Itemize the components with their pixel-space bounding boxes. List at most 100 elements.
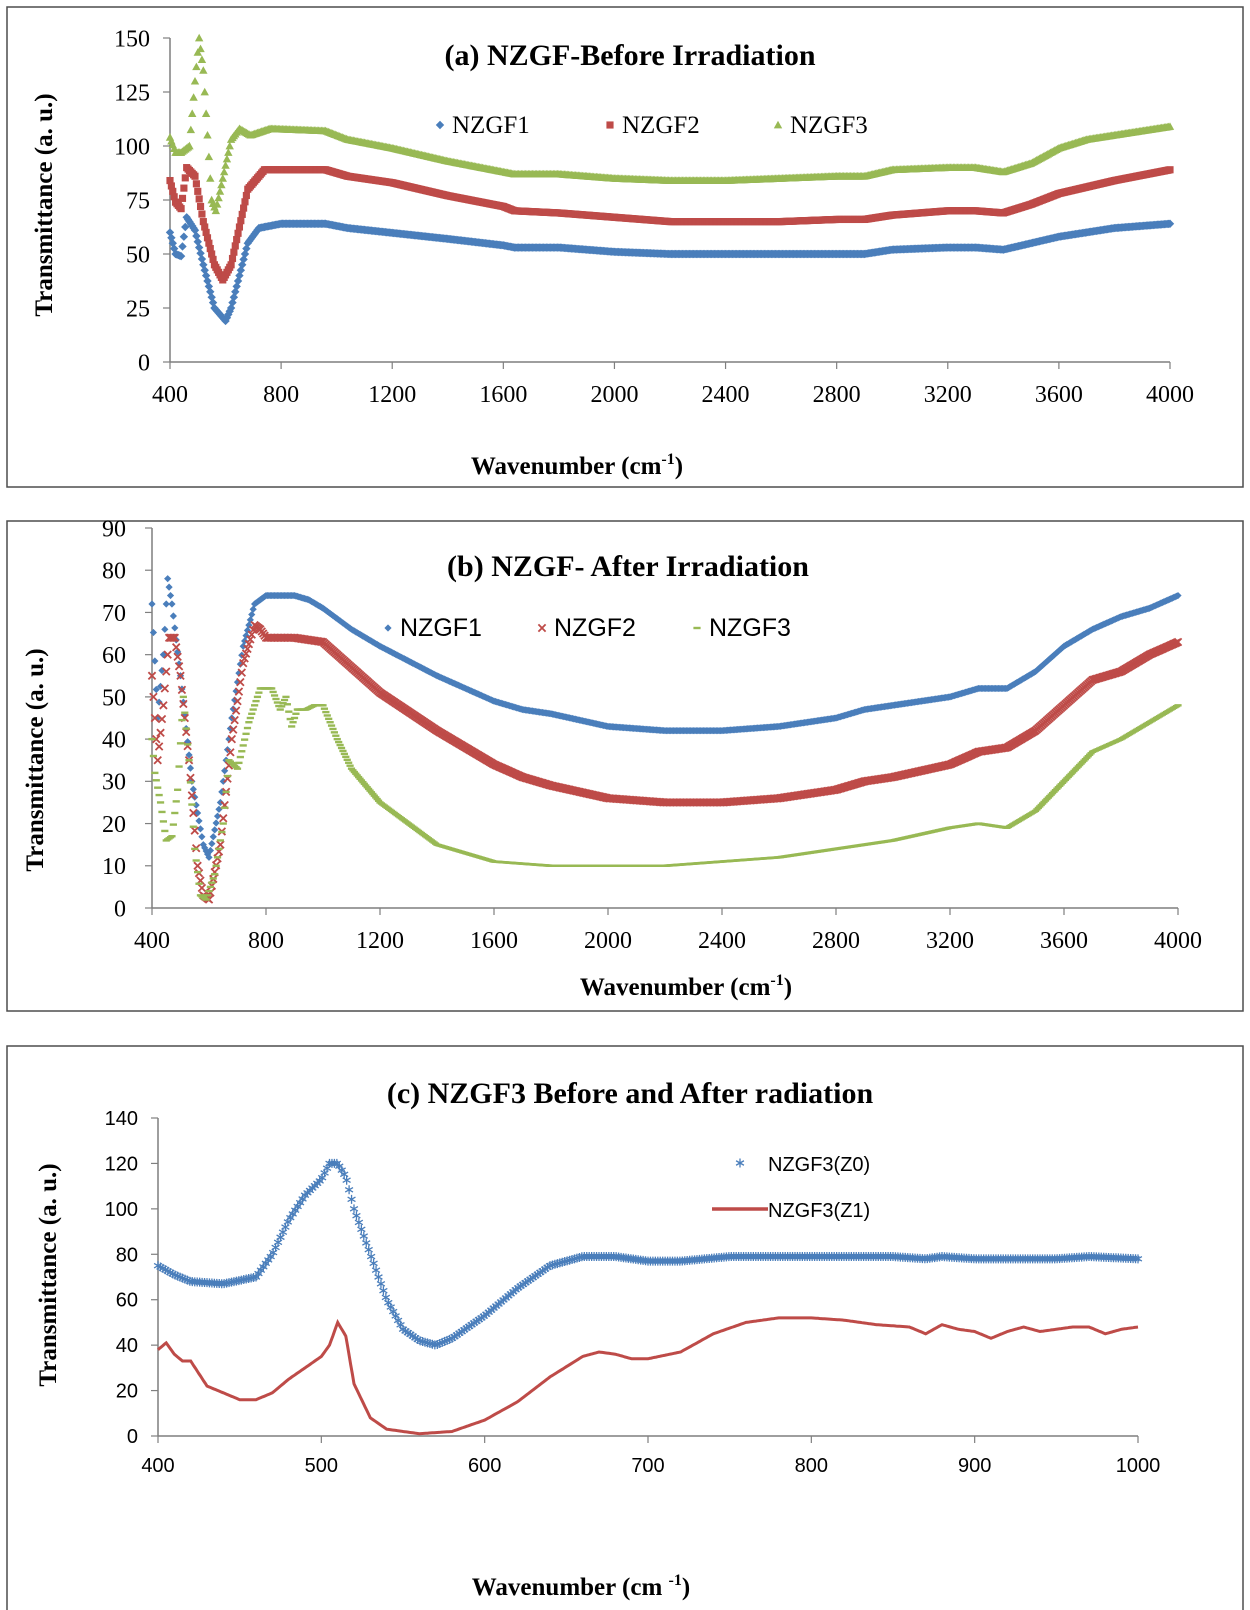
series-NZGF3 xyxy=(148,687,1182,901)
legend-swatch xyxy=(384,624,392,632)
data-point xyxy=(236,660,244,668)
x-tick-label: 800 xyxy=(263,382,299,408)
data-point xyxy=(163,650,172,659)
data-point xyxy=(226,724,234,733)
data-point xyxy=(152,685,160,694)
data-point xyxy=(230,715,239,725)
data-point xyxy=(344,1185,354,1195)
x-tick-label: 4000 xyxy=(1154,928,1202,954)
data-point xyxy=(249,605,257,613)
series-NZGF3(Z1) xyxy=(157,1316,1139,1436)
data-point xyxy=(342,1175,351,1185)
data-point xyxy=(169,187,177,195)
data-point xyxy=(197,55,207,63)
data-point xyxy=(206,846,215,855)
data-point xyxy=(241,649,251,658)
y-tick-label: 0 xyxy=(114,896,126,922)
data-point xyxy=(222,154,232,163)
data-point xyxy=(227,734,237,744)
data-point xyxy=(198,833,206,841)
data-point xyxy=(188,109,197,117)
data-point xyxy=(185,751,193,759)
data-point xyxy=(147,671,157,681)
data-point xyxy=(237,668,247,677)
data-point xyxy=(160,684,170,693)
data-point xyxy=(362,1238,371,1248)
data-point xyxy=(205,853,213,861)
data-point xyxy=(168,600,176,608)
panel-b-title: (b) NZGF- After Irradiation xyxy=(447,550,809,583)
data-point xyxy=(169,612,177,620)
y-tick-label: 75 xyxy=(126,188,150,214)
data-point xyxy=(211,206,221,215)
series-NZGF2 xyxy=(147,620,1183,904)
data-point xyxy=(186,764,195,772)
y-tick-label: 0 xyxy=(138,350,150,376)
data-point xyxy=(209,255,217,263)
y-tick-label: 90 xyxy=(102,516,126,542)
data-point xyxy=(170,193,178,201)
data-point xyxy=(179,699,188,709)
legend-label: NZGF3 xyxy=(709,614,791,642)
panel-b-y-axis-label: Transmittance (a. u.) xyxy=(22,648,49,871)
legend: NZGF1 NZGF2 NZGF3 xyxy=(384,614,791,642)
data-point xyxy=(371,1265,381,1275)
data-point xyxy=(199,218,207,226)
data-point xyxy=(244,639,254,649)
data-point xyxy=(148,600,156,608)
data-point xyxy=(231,242,239,250)
panel-a-frame xyxy=(6,6,1244,488)
data-point xyxy=(171,643,181,652)
data-point xyxy=(226,748,235,757)
data-point xyxy=(217,180,226,189)
legend-label: NZGF3(Z1) xyxy=(768,1200,870,1222)
data-point xyxy=(245,621,253,629)
data-point xyxy=(181,174,189,182)
x-tick-label: 1200 xyxy=(356,928,404,954)
data-point xyxy=(201,109,211,117)
data-point xyxy=(1173,637,1183,647)
data-point xyxy=(206,245,214,253)
data-point xyxy=(211,826,219,834)
data-point xyxy=(199,66,208,74)
data-point xyxy=(364,1245,373,1255)
data-point xyxy=(164,575,172,583)
y-tick-label: 100 xyxy=(114,134,150,160)
data-point xyxy=(197,883,207,893)
data-point xyxy=(196,249,205,258)
legend-label: NZGF2 xyxy=(622,112,700,139)
data-point xyxy=(201,844,209,852)
panel-b-x-axis-label: Wavenumber (cm-1) xyxy=(580,972,792,1001)
data-point xyxy=(238,210,246,218)
y-tick-label: 60 xyxy=(116,1290,138,1312)
data-point xyxy=(170,633,180,643)
data-point xyxy=(156,728,165,738)
data-point xyxy=(374,1272,383,1282)
x-tick-label: 4000 xyxy=(1146,382,1194,408)
data-point xyxy=(166,591,175,600)
data-point xyxy=(167,182,175,190)
y-tick-label: 100 xyxy=(105,1199,138,1221)
panel-c: (c) NZGF3 Before and After radiation Wav… xyxy=(6,1045,1244,1610)
data-point xyxy=(178,242,187,251)
data-point xyxy=(233,696,242,706)
data-point xyxy=(194,187,202,195)
data-point xyxy=(190,826,199,835)
data-point xyxy=(242,191,250,200)
x-tick-label: 2800 xyxy=(813,382,861,408)
data-point xyxy=(235,669,243,677)
legend-item: NZGF2 xyxy=(537,614,636,642)
data-point xyxy=(194,33,204,42)
data-point xyxy=(209,833,217,841)
data-point xyxy=(238,658,248,668)
data-point xyxy=(235,223,244,231)
data-point xyxy=(197,254,207,264)
data-point xyxy=(1165,219,1175,228)
data-point xyxy=(190,77,200,85)
data-point xyxy=(178,194,187,202)
x-tick-label: 2000 xyxy=(590,382,638,408)
data-point xyxy=(165,228,175,237)
legend-swatch xyxy=(537,623,547,633)
data-point xyxy=(174,648,182,656)
data-point xyxy=(236,677,245,687)
